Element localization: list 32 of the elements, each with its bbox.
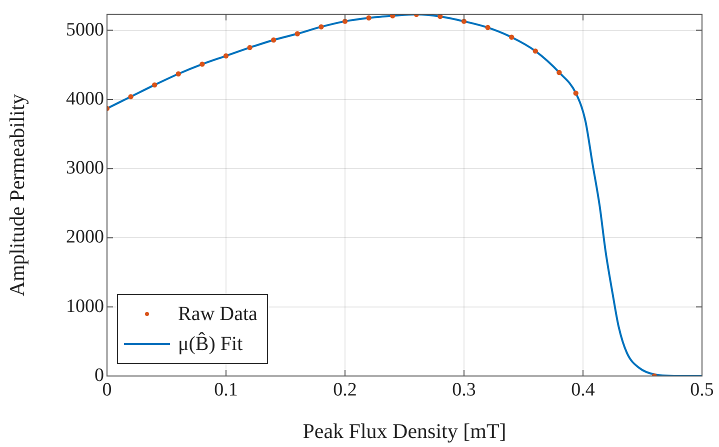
point <box>152 82 158 88</box>
point <box>200 62 205 67</box>
line-series <box>107 14 702 376</box>
x-axis-title: Peak Flux Density [mT] <box>302 418 506 443</box>
point <box>556 70 562 76</box>
y-tick-label: 3000 <box>66 158 104 179</box>
legend-label: Raw Data <box>178 302 258 326</box>
x-tick-label: 0.3 <box>452 379 476 400</box>
point <box>366 15 372 20</box>
point <box>223 53 229 58</box>
point <box>573 90 578 96</box>
y-tick-label: 0 <box>94 364 104 386</box>
x-tick-label: 0.2 <box>333 379 357 400</box>
point <box>532 48 538 54</box>
point <box>485 24 490 30</box>
y-axis-title: Amplitude Permeability <box>5 94 30 296</box>
point <box>294 31 300 36</box>
point <box>318 24 324 30</box>
point <box>247 44 252 50</box>
x-tick-label: 0.1 <box>214 379 238 400</box>
legend-label: μ(B̂) Fit <box>178 332 243 356</box>
x-tick-label: 0.5 <box>690 379 714 400</box>
point <box>176 71 181 76</box>
point <box>438 14 443 20</box>
y-tick-label: 4000 <box>66 88 104 110</box>
y-tick-label: 2000 <box>66 226 104 248</box>
x-tick-label: 0.4 <box>571 379 596 400</box>
y-tick-label: 1000 <box>66 296 104 317</box>
point <box>271 37 276 43</box>
point <box>509 34 514 40</box>
y-tick-label: 5000 <box>66 19 104 40</box>
point <box>128 94 134 100</box>
